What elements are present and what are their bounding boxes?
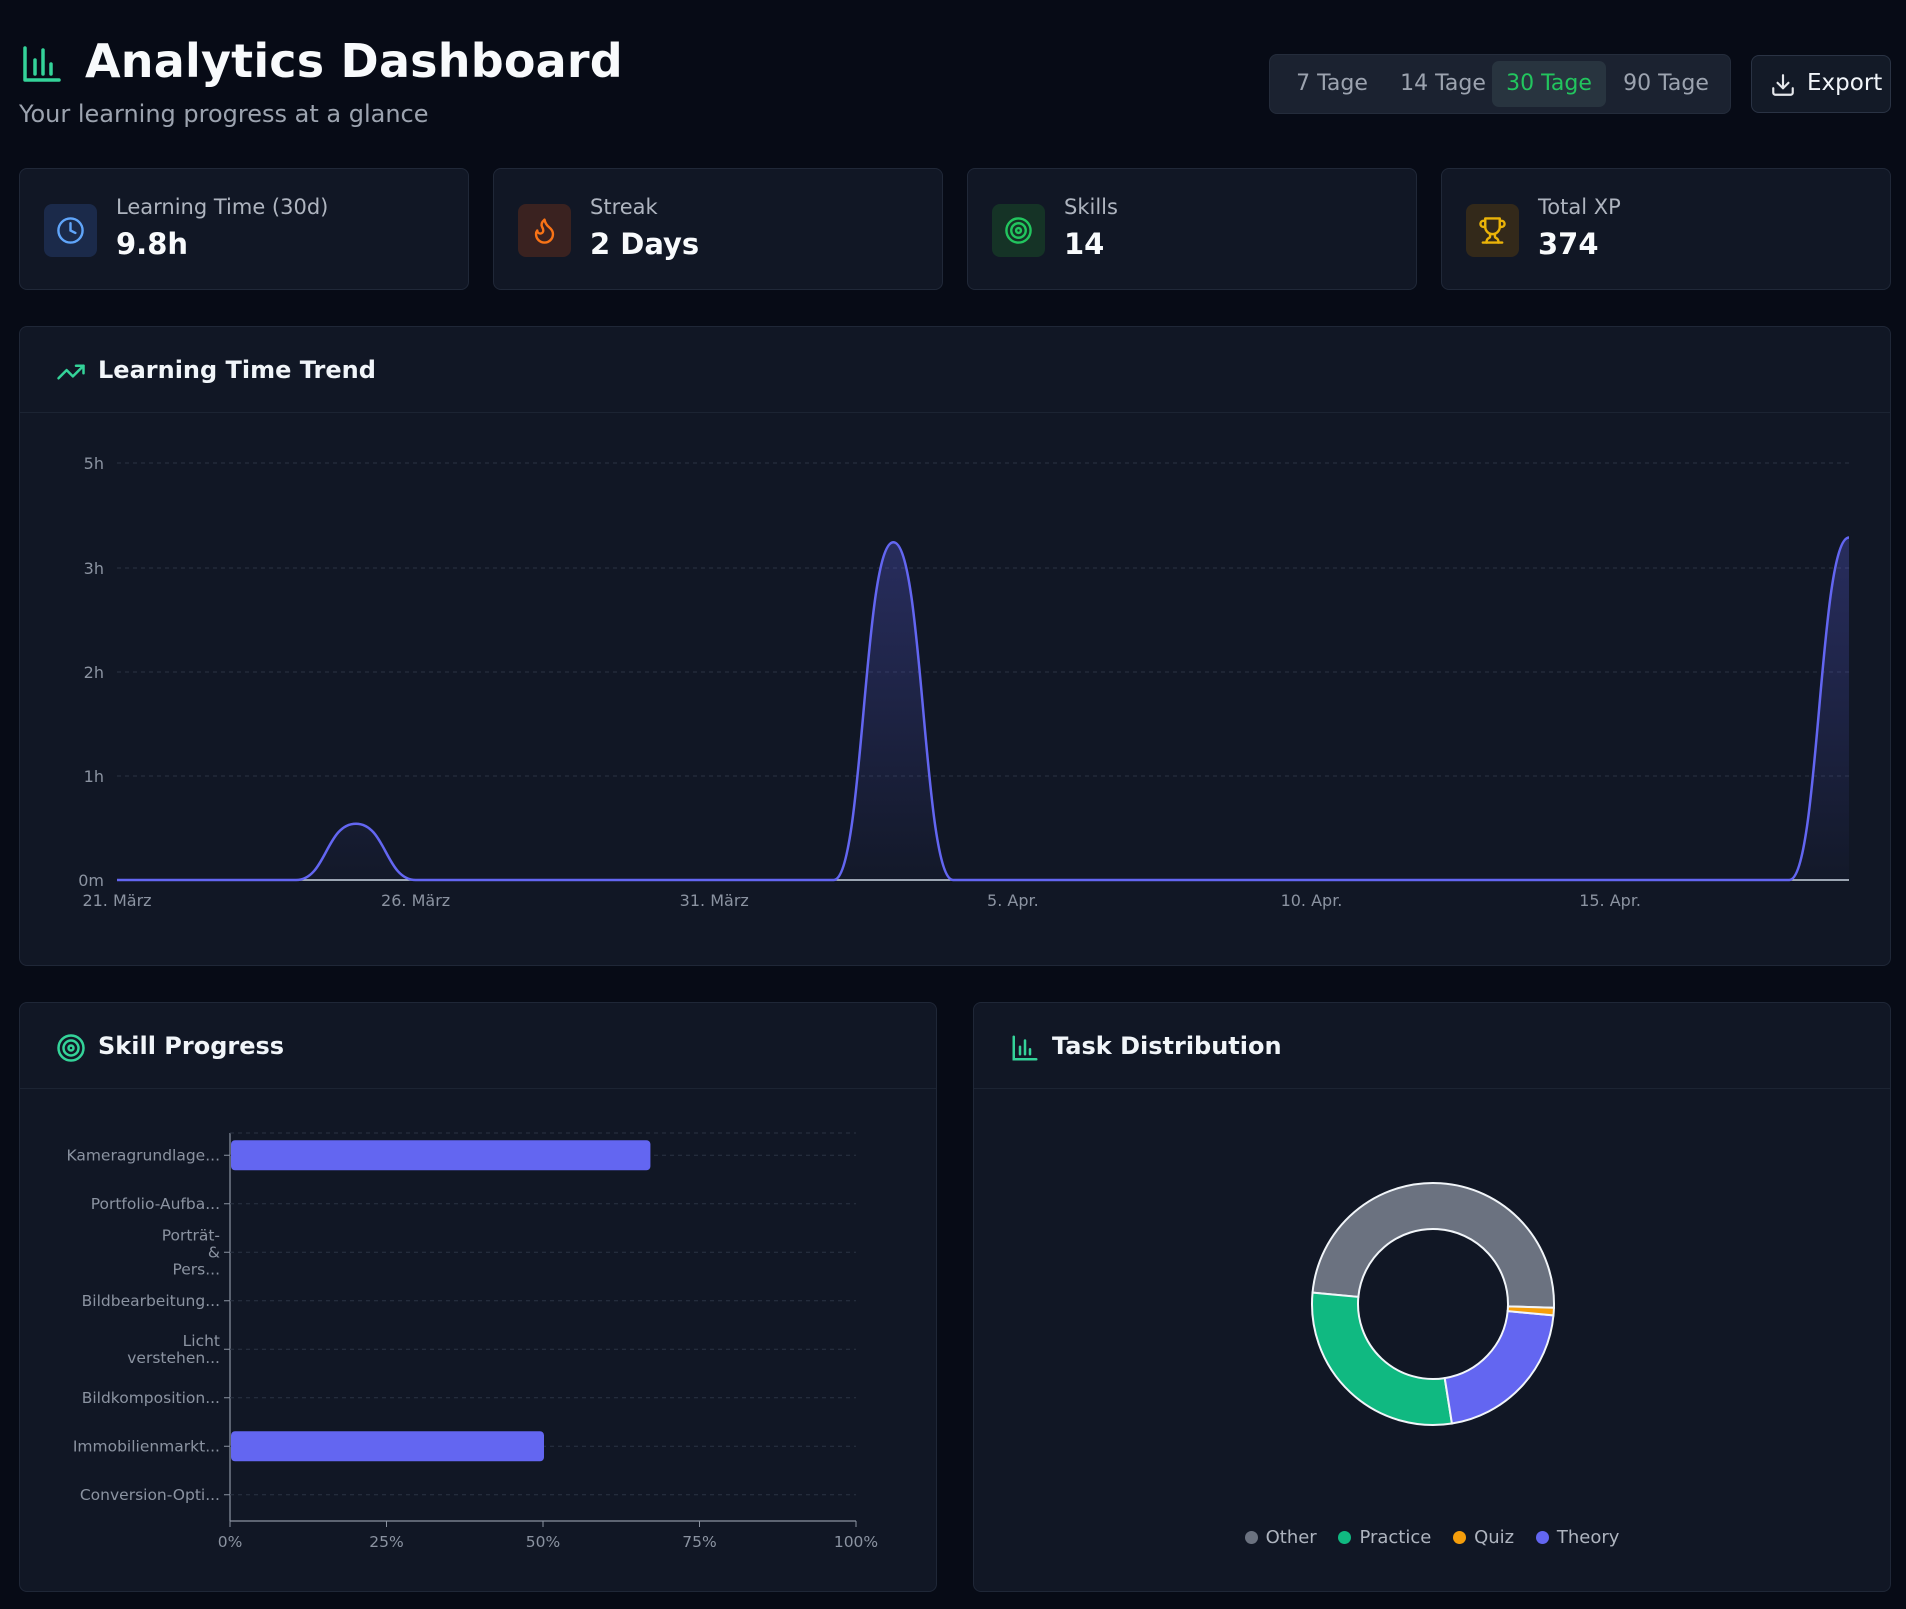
x-tick-label: 75% [682,1533,716,1551]
y-tick-label: 1h [84,767,104,786]
x-tick-label: 26. März [381,891,450,910]
stat-icon-box [992,204,1045,257]
skill-bar [231,1431,544,1462]
panel-header: Learning Time Trend [20,327,1890,413]
x-tick-label: 10. Apr. [1281,891,1343,910]
clock-icon [57,217,84,244]
y-tick-label: 5h [84,454,104,473]
skill-label: Pers... [172,1260,220,1278]
task-distribution-chart [1311,1182,1555,1426]
x-tick-label: 25% [369,1533,403,1551]
target-icon [1005,217,1032,244]
skill-progress-chart: Kameragrundlage... Portfolio-Aufba... Port… [66,1132,878,1551]
time-range-selector: 7 Tage 14 Tage 30 Tage 90 Tage [1269,54,1731,114]
x-tick-label: 100% [834,1533,878,1551]
skill-label: & [208,1243,220,1261]
target-icon [57,1034,85,1062]
export-label: Export [1807,70,1883,96]
stat-label: Skills [1064,195,1118,219]
legend-label: Other [1265,1527,1317,1548]
legend-label: Theory [1556,1527,1620,1548]
stat-card-streak: Streak 2 Days [493,168,943,290]
range-14-days-button[interactable]: 14 Tage [1400,71,1486,96]
stat-label: Learning Time (30d) [116,195,329,219]
skill-label: Licht [183,1332,220,1350]
page-subtitle: Your learning progress at a glance [19,100,429,128]
range-30-days-button[interactable]: 30 Tage [1492,61,1606,107]
skill-label: verstehen... [127,1349,220,1367]
x-tick-label: 0% [218,1533,243,1551]
stat-label: Total XP [1538,195,1621,219]
stat-icon-box [1466,204,1519,257]
y-tick-label: 2h [84,663,104,682]
slice-other [1311,1182,1555,1309]
skill-progress-panel: Skill Progress Kameragrundlage... Portfol… [19,1002,937,1592]
panel-header: Skill Progress [20,1003,936,1089]
skill-label: Kameragrundlage... [66,1146,220,1164]
task-distribution-panel: Task Distribution Other Practice Quiz Th… [973,1002,1891,1592]
legend-item-quiz[interactable]: Quiz [1453,1527,1514,1548]
trend-line [116,536,1850,882]
y-tick-label: 0m [78,871,104,890]
trending-up-icon [57,364,85,380]
stat-value: 14 [1064,227,1105,261]
legend-item-practice[interactable]: Practice [1338,1527,1431,1548]
stat-label: Streak [590,195,658,219]
range-7-days-button[interactable]: 7 Tage [1296,71,1368,96]
stat-card-learning-time: Learning Time (30d) 9.8h [19,168,469,290]
stat-card-skills: Skills 14 [967,168,1417,290]
task-legend: Other Practice Quiz Theory [974,1527,1890,1548]
panel-title: Skill Progress [98,1032,285,1060]
skill-label: Bildbearbeitung... [82,1292,220,1310]
export-button[interactable]: Export [1751,55,1891,113]
panel-title: Task Distribution [1052,1032,1282,1060]
legend-dot [1338,1531,1352,1544]
x-tick-label: 21. März [82,891,151,910]
skill-label: Portfolio-Aufba... [91,1195,220,1213]
skill-label: Porträt- [162,1226,220,1244]
slice-quiz [1506,1305,1555,1317]
trophy-icon [1479,217,1506,244]
trend-area [117,537,1849,880]
legend-item-theory[interactable]: Theory [1535,1527,1620,1548]
panel-header: Task Distribution [974,1003,1890,1089]
skill-bar [231,1140,651,1171]
y-tick-label: 3h [84,559,104,578]
skill-label: Conversion-Opti... [80,1486,220,1504]
panel-title: Learning Time Trend [98,356,376,384]
slice-theory [1443,1309,1555,1425]
stat-value: 374 [1538,227,1599,261]
page-title: Analytics Dashboard [85,34,623,88]
stat-card-total-xp: Total XP 374 [1441,168,1891,290]
bar-chart-icon [23,46,61,82]
legend-label: Quiz [1474,1527,1515,1548]
slice-practice [1311,1291,1454,1426]
stat-icon-box [44,204,97,257]
skill-label: Immobilienmarkt... [73,1437,220,1455]
skill-label: Bildkomposition... [82,1389,220,1407]
legend-item-other[interactable]: Other [1244,1527,1317,1548]
flame-icon [534,218,555,244]
bar-chart-icon [1012,1035,1038,1061]
legend-dot [1535,1531,1549,1544]
range-90-days-button[interactable]: 90 Tage [1623,71,1709,96]
x-tick-label: 31. März [680,891,749,910]
learning-time-trend-panel: Learning Time Trend 0m 1h 2h 3h 5h 21. März 26… [19,326,1891,966]
legend-dot [1453,1531,1467,1544]
x-tick-label: 5. Apr. [987,891,1039,910]
learning-time-chart: 0m 1h 2h 3h 5h 21. März 26. März 31. März 5. Apr… [78,454,1850,910]
legend-label: Practice [1359,1527,1432,1548]
stat-value: 2 Days [590,227,700,261]
stat-value: 9.8h [116,227,189,261]
stat-icon-box [518,204,571,257]
x-tick-label: 50% [526,1533,560,1551]
legend-dot [1244,1531,1258,1544]
download-icon [1772,74,1794,96]
x-tick-label: 15. Apr. [1579,891,1641,910]
